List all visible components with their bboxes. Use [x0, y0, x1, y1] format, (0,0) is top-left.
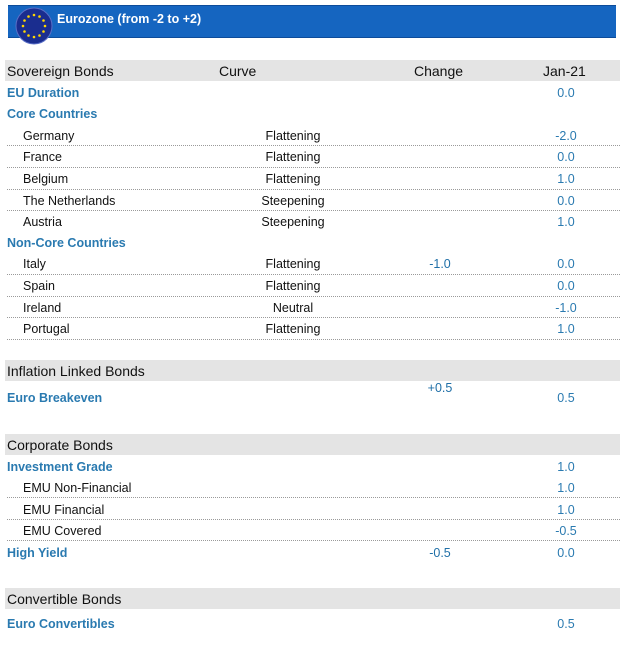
country-name: Italy	[23, 257, 46, 271]
country-name: Spain	[23, 279, 55, 293]
country-name: Belgium	[23, 172, 69, 186]
rating-value: 1.0	[557, 481, 575, 495]
corporate-header-bar	[5, 434, 620, 455]
segment-name: EMU Financial	[23, 503, 105, 517]
row-divider	[7, 339, 620, 340]
eu-duration-label: EU Duration	[7, 86, 80, 100]
eu-flag-icon	[15, 7, 53, 45]
high-yield-label: High Yield	[7, 546, 68, 560]
change-column-header: Change	[414, 63, 464, 79]
country-name: Germany	[23, 129, 75, 143]
sovereign-title: Sovereign Bonds	[7, 63, 114, 79]
convertible-section-title: Convertible Bonds	[7, 591, 122, 607]
country-name: Austria	[23, 215, 62, 229]
rating-value: -2.0	[555, 129, 577, 143]
sovereign-header-bar	[5, 60, 620, 81]
row-divider	[7, 210, 620, 211]
core-countries-label: Core Countries	[7, 107, 98, 121]
rating-value: 1.0	[557, 503, 575, 517]
rating-value: 0.0	[557, 194, 575, 208]
row-divider	[7, 317, 620, 318]
curve-column-header: Curve	[219, 63, 257, 79]
country-name: France	[23, 150, 62, 164]
rating-value: 0.0	[557, 150, 575, 164]
row-divider	[7, 296, 620, 297]
rating-value: 1.0	[557, 322, 575, 336]
country-name: The Netherlands	[23, 194, 116, 208]
rating-value: 0.5	[557, 391, 575, 405]
rating-value: 0.5	[557, 617, 575, 631]
row-divider	[7, 145, 620, 146]
rating-value: 1.0	[557, 215, 575, 229]
curve-value: Flattening	[265, 172, 321, 186]
corporate-section-title: Corporate Bonds	[7, 437, 113, 453]
rating-value: 1.0	[557, 460, 575, 474]
rating-value: 0.0	[557, 279, 575, 293]
rating-value: -1.0	[555, 301, 577, 315]
row-divider	[7, 540, 620, 541]
change-value: -1.0	[429, 257, 451, 271]
period-column-header: Jan-21	[543, 63, 586, 79]
rating-value: 0.0	[557, 546, 575, 560]
curve-value: Neutral	[272, 301, 314, 315]
inflation-section-title: Inflation Linked Bonds	[7, 363, 145, 379]
curve-value: Flattening	[265, 129, 321, 143]
rating-value: 0.0	[557, 257, 575, 271]
investment-grade-label: Investment Grade	[7, 460, 113, 474]
noncore-countries-label: Non-Core Countries	[7, 236, 126, 250]
row-divider	[7, 189, 620, 190]
curve-value: Steepening	[261, 194, 325, 208]
page-title: Eurozone (from -2 to +2)	[57, 12, 202, 26]
rating-value: -0.5	[555, 524, 577, 538]
row-divider	[7, 274, 620, 275]
row-divider	[7, 519, 620, 520]
country-name: Portugal	[23, 322, 70, 336]
change-value: +0.5	[427, 381, 453, 395]
eu-duration-value: 0.0	[557, 86, 575, 100]
segment-name: EMU Non-Financial	[23, 481, 132, 495]
curve-value: Flattening	[265, 279, 321, 293]
curve-value: Flattening	[265, 257, 321, 271]
change-value: -0.5	[429, 546, 451, 560]
euro-breakeven-label: Euro Breakeven	[7, 391, 103, 405]
convertible-header-bar	[5, 588, 620, 609]
segment-name: EMU Covered	[23, 524, 102, 538]
header-banner: Eurozone (from -2 to +2)	[8, 5, 616, 45]
curve-value: Steepening	[261, 215, 325, 229]
inflation-header-bar	[5, 360, 620, 381]
row-divider	[7, 497, 620, 498]
curve-value: Flattening	[265, 322, 321, 336]
rating-value: 1.0	[557, 172, 575, 186]
country-name: Ireland	[23, 301, 62, 315]
curve-value: Flattening	[265, 150, 321, 164]
row-divider	[7, 167, 620, 168]
euro-convertibles-label: Euro Convertibles	[7, 617, 115, 631]
